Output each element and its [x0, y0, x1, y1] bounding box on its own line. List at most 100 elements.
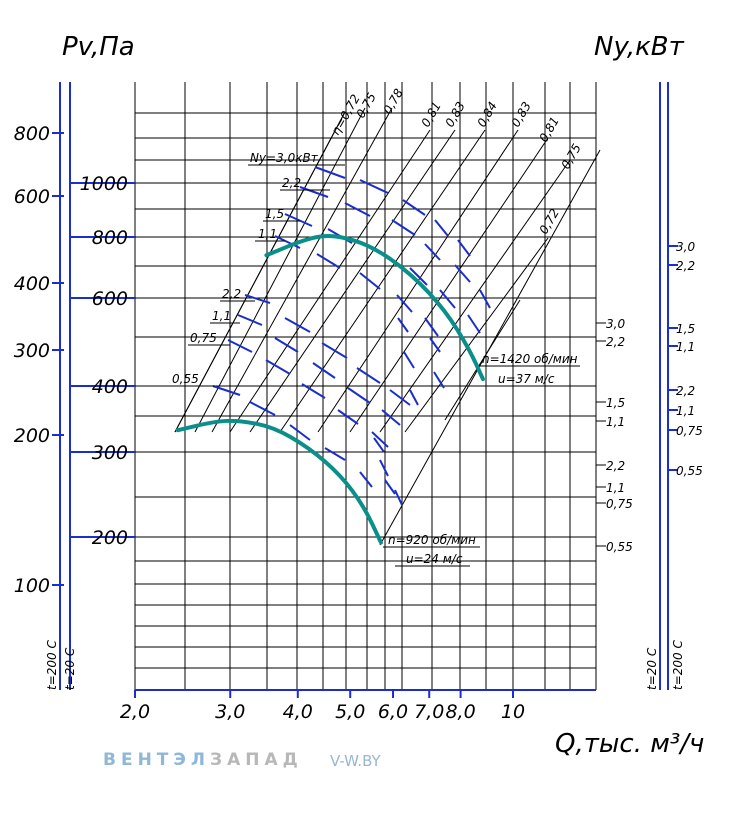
speed-label-n920: n=920 об/мин	[388, 533, 476, 547]
power-scale-inner-label: 1,1	[606, 415, 625, 429]
power-dash	[467, 314, 481, 334]
power-dash	[384, 479, 396, 495]
temp-label-left-inner: t=20 C	[63, 647, 77, 690]
outer-y-tick-label: 200	[14, 425, 50, 447]
power-dash	[284, 213, 313, 227]
efficiency-label: 0,83	[508, 99, 533, 129]
efficiency-label: 0,72	[536, 206, 561, 236]
x-tick-label: 5,0	[335, 701, 365, 723]
efficiency-label: 0,81	[418, 99, 443, 129]
power-dash	[314, 166, 346, 179]
brand-logo: ВЕНТЭЛЗАПАД	[103, 750, 303, 770]
power-dash	[457, 239, 471, 257]
y-axis-title-left: Pv,Па	[62, 32, 135, 62]
power-dash	[337, 409, 359, 425]
temp-label-right-inner: t=20 C	[645, 647, 659, 690]
power-dash	[371, 431, 389, 448]
power-dash	[394, 489, 403, 506]
power-scale-inner-label: 0,55	[606, 540, 633, 554]
power-dash	[289, 424, 311, 441]
power-scale-outer-label: 1,1	[676, 404, 695, 418]
power-dash	[227, 339, 253, 353]
power-dash	[409, 267, 428, 286]
power-dash	[402, 199, 426, 216]
power-scale-outer-label: 2,2	[676, 259, 695, 273]
power-scale-inner-label: 2,2	[606, 335, 625, 349]
power-scale-outer-label: 0,55	[676, 464, 703, 478]
power-dash	[321, 342, 348, 359]
power-dash	[301, 383, 326, 399]
power-scale-outer-label: 1,5	[676, 322, 695, 336]
efficiency-label: 0,84	[474, 99, 499, 129]
power-dash	[389, 389, 411, 406]
power-dash	[284, 317, 311, 333]
outer-y-tick-label: 400	[14, 273, 50, 295]
power-label-lower: 0,75	[190, 331, 217, 345]
power-dash	[274, 337, 299, 353]
power-dash	[391, 219, 416, 236]
x-axis-title: Q,тыс. м³/ч	[555, 729, 704, 759]
power-dash	[356, 367, 381, 384]
inner-y-tick-label: 300	[92, 442, 128, 464]
velocity-label-n1420: u=37 м/с	[498, 372, 555, 386]
y-axis-title-right: Ny,кВт	[594, 32, 685, 62]
power-dash	[316, 253, 341, 269]
power-dash	[359, 272, 381, 290]
power-dash	[373, 437, 385, 453]
x-tick-label: 10	[501, 701, 525, 723]
speed-label-n1420: n=1420 об/мин	[482, 352, 578, 366]
power-dash	[429, 337, 441, 353]
velocity-label-n920: u=24 м/с	[406, 552, 463, 566]
power-dash	[274, 235, 301, 249]
outer-y-tick-label: 600	[14, 186, 50, 208]
x-tick-label: 7,0	[414, 701, 444, 723]
power-scale-outer-label: 1,1	[676, 340, 695, 354]
x-tick-label: 4,0	[283, 701, 313, 723]
power-dash	[312, 362, 336, 379]
efficiency-label: 0,75	[558, 141, 583, 171]
brand-name-part1: ВЕНТЭЛ	[103, 750, 210, 770]
efficiency-ray	[349, 137, 549, 433]
efficiency-label: 0,75	[353, 90, 378, 120]
power-dash	[359, 471, 373, 488]
power-dash	[347, 387, 371, 404]
power-dash	[403, 351, 415, 369]
power-dash	[434, 219, 449, 237]
efficiency-ray	[229, 129, 431, 433]
power-dash	[299, 186, 329, 198]
axes	[52, 82, 678, 698]
power-dash	[244, 294, 271, 304]
inner-y-tick-label: 800	[92, 227, 128, 249]
power-scale-inner-label: 1,5	[606, 396, 625, 410]
power-dash	[344, 202, 371, 217]
power-scale-outer-label: 3,0	[676, 240, 695, 254]
efficiency-boundary	[379, 149, 601, 546]
power-scale-inner-label: 0,75	[606, 497, 633, 511]
brand-name-part2: ЗАПАД	[210, 750, 303, 770]
inner-y-tick-label: 600	[92, 288, 128, 310]
outer-y-tick-label: 800	[14, 123, 50, 145]
inner-y-tick-label: 1000	[80, 173, 128, 195]
power-dash	[265, 359, 291, 375]
power-dash	[324, 447, 346, 461]
brand-site: V-W.BY	[330, 752, 381, 770]
temp-label-right-outer: t=200 C	[671, 640, 685, 690]
inner-y-tick-label: 400	[92, 376, 128, 398]
power-label-lower: 1,1	[212, 309, 231, 323]
curve-n920	[175, 418, 383, 545]
power-dash	[212, 385, 241, 396]
power-dash	[424, 243, 441, 261]
power-dash	[397, 317, 409, 333]
curve-n1420	[264, 233, 485, 382]
power-label-lower: 2,2	[222, 287, 241, 301]
power-dash	[479, 289, 491, 309]
power-label-upper: 1,1	[258, 227, 277, 241]
power-dashes	[212, 166, 491, 506]
power-dash	[424, 317, 439, 337]
power-scale-inner-label: 1,1	[606, 481, 625, 495]
grid	[134, 82, 597, 691]
efficiency-ray	[404, 237, 549, 433]
power-label-upper: 2,2	[282, 176, 301, 190]
efficiency-label: 0,81	[536, 114, 561, 144]
